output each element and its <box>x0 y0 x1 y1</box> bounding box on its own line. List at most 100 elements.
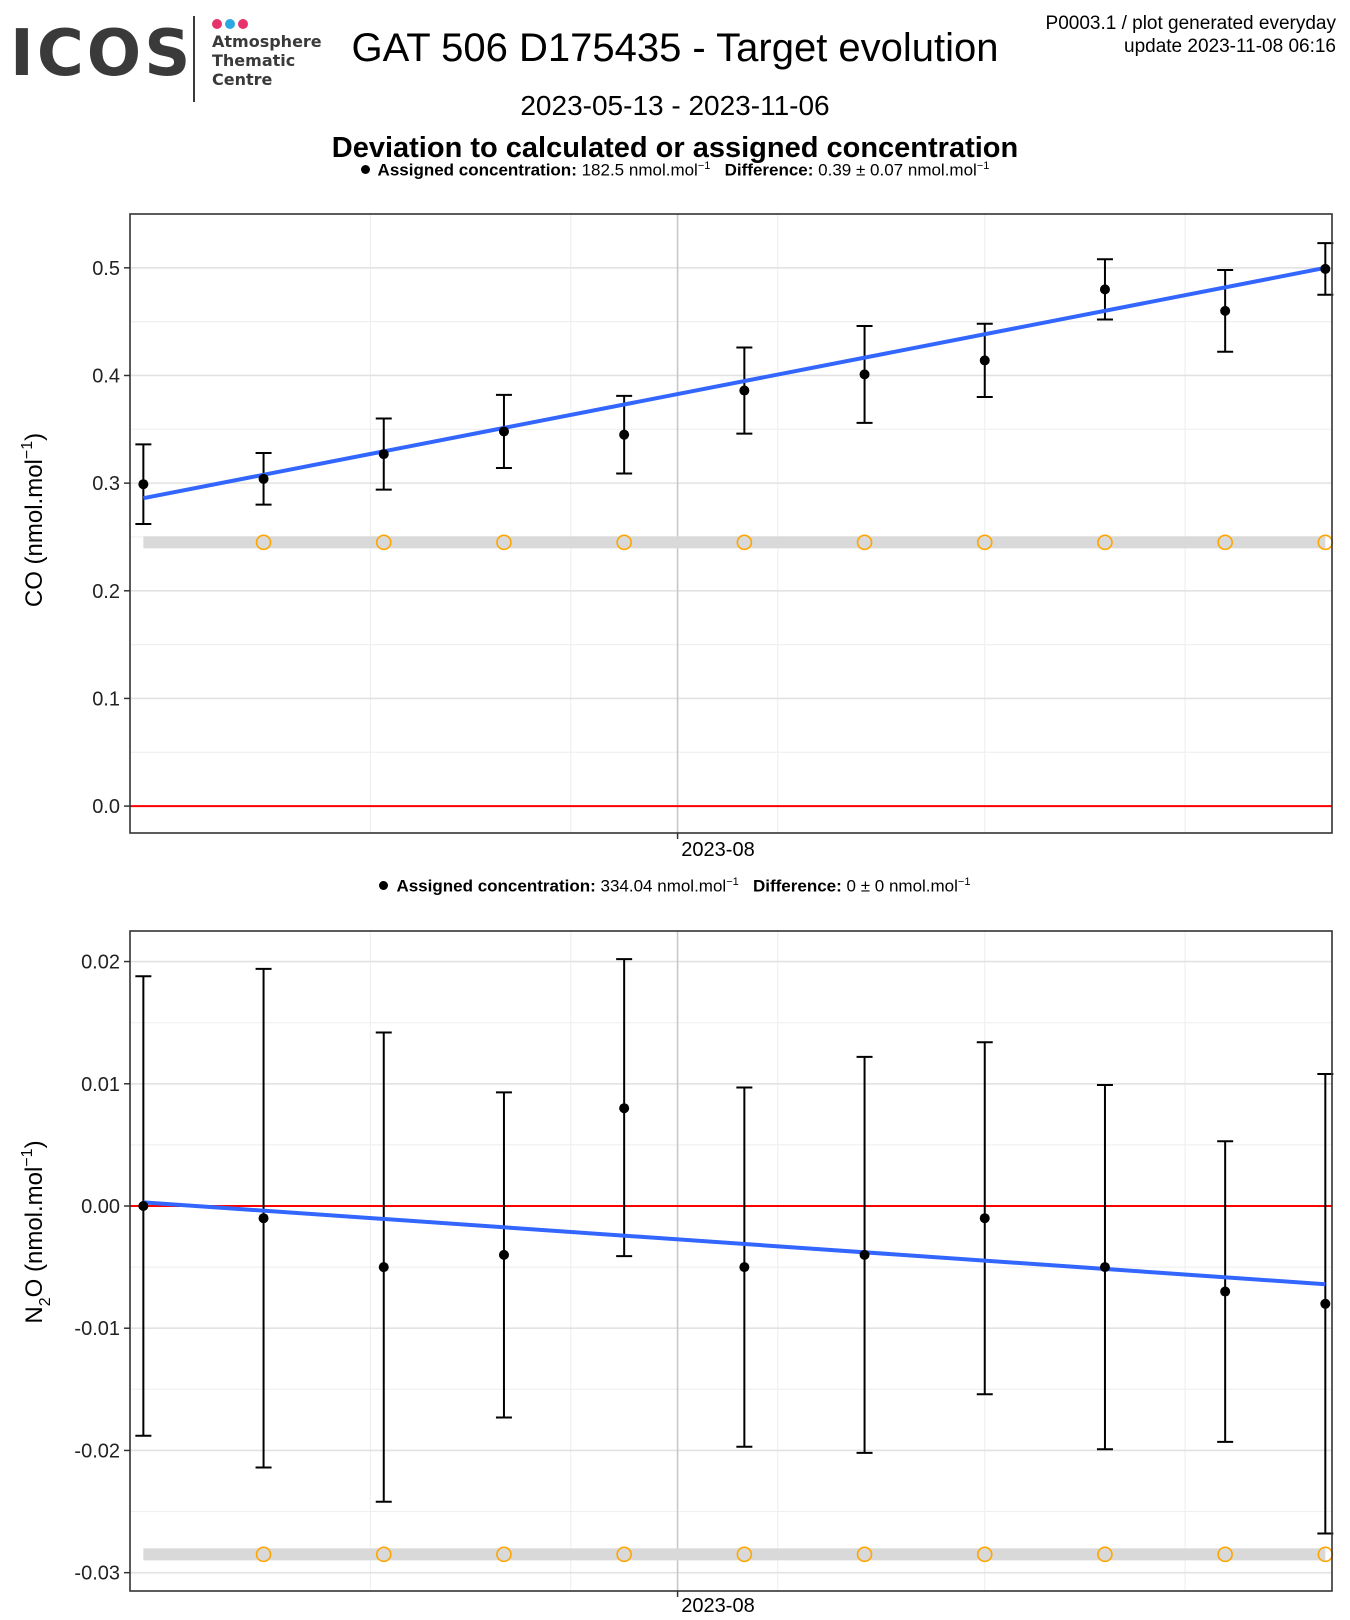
co-reference-band <box>143 536 1326 549</box>
logo-dot-icon <box>238 19 248 29</box>
co-data-point <box>1099 284 1110 295</box>
assigned-unit-exp: −1 <box>697 160 711 172</box>
assigned-value: 182.5 <box>581 160 625 180</box>
n2o-data-point <box>619 1103 630 1114</box>
n2o-ytick-label: 0.00 <box>81 1196 120 1218</box>
n2o-reference-point <box>856 1546 873 1563</box>
co-data-point <box>619 429 630 440</box>
n2o-reference-point <box>736 1546 753 1563</box>
assigned-label: Assigned concentration: <box>377 160 577 180</box>
co-panel-border <box>129 213 1333 834</box>
date-range: 2023-05-13 - 2023-11-06 <box>520 90 830 121</box>
n2o-legend: Assigned concentration: 334.04 nmol.mol−… <box>0 876 1350 897</box>
plot-info: P0003.1 / plot generated everyday update… <box>1046 12 1336 58</box>
co-ytick-label: 0.3 <box>92 473 120 495</box>
n2o-data-point <box>979 1213 990 1224</box>
n2o-data-point <box>1320 1298 1331 1309</box>
co-ytick-label: 0.1 <box>92 688 120 710</box>
n2o-panel-border <box>129 930 1333 1592</box>
difference-unit-exp: −1 <box>976 160 990 172</box>
n2o-data-point <box>1099 1262 1110 1273</box>
co-reference-point <box>736 534 753 551</box>
logo-divider <box>193 16 195 102</box>
co-trend-line <box>142 265 1326 501</box>
co-legend: Assigned concentration: 182.5 nmol.mol−1… <box>0 160 1350 181</box>
co-xtick-label: 2023-08 <box>681 839 754 861</box>
difference-label: Difference: <box>752 876 842 896</box>
logo-line-2: Thematic <box>212 51 296 70</box>
n2o-xtick-label: 2023-08 <box>681 1595 754 1617</box>
n2o-reference-point <box>976 1546 993 1563</box>
plot-info-line-2: update 2023-11-08 06:16 <box>1124 36 1336 57</box>
n2o-plot-area <box>130 931 1332 1591</box>
n2o-panel: -0.03 -0.02 -0.01 0.00 0.01 0.02 <box>74 930 1334 1597</box>
co-data-point <box>378 449 389 460</box>
difference-label: Difference: <box>724 160 814 180</box>
logo-line-1: Atmosphere <box>212 32 322 51</box>
n2o-ytick-label: -0.01 <box>74 1318 120 1340</box>
logo-dot-icon <box>212 19 222 29</box>
legend-dot-icon <box>379 880 389 890</box>
assigned-unit: nmol.mol <box>657 876 727 896</box>
co-reference-point <box>496 534 512 551</box>
co-data-point <box>979 355 990 366</box>
co-data-point <box>1220 305 1231 316</box>
n2o-reference-point <box>1217 1546 1233 1563</box>
co-reference-point <box>616 534 632 551</box>
co-ytick-label: 0.0 <box>92 796 120 818</box>
n2o-ytick-label: 0.02 <box>81 952 120 974</box>
co-reference-point <box>255 534 272 551</box>
logo-line-3: Centre <box>212 70 273 89</box>
chart-subtitle: Deviation to calculated or assigned conc… <box>331 132 1019 164</box>
n2o-data-point <box>859 1249 870 1260</box>
co-reference-point <box>976 534 993 551</box>
co-data-point <box>1320 263 1331 274</box>
co-ylabel-close: ) <box>21 433 48 441</box>
n2o-reference-point <box>1097 1546 1113 1563</box>
co-data-point <box>859 369 870 380</box>
co-data-point <box>739 385 750 396</box>
co-ylabel: CO (nmol.mol−1) <box>19 433 48 607</box>
n2o-ylabel-sub: 2 <box>37 1297 54 1306</box>
assigned-unit: nmol.mol <box>628 160 698 180</box>
n2o-reference-point <box>616 1546 632 1563</box>
difference-value: 0.39 ± 0.07 <box>818 160 904 180</box>
co-ylabel-exp: −1 <box>19 441 36 459</box>
n2o-ylabel-exp: −1 <box>19 1148 36 1166</box>
co-reference-point <box>1217 534 1233 551</box>
co-plot-area <box>130 214 1332 833</box>
n2o-data-point <box>138 1201 149 1211</box>
difference-value: 0 ± 0 <box>846 876 885 896</box>
n2o-data-point <box>258 1213 269 1224</box>
n2o-ytick-label: 0.01 <box>81 1074 120 1096</box>
co-reference-point <box>1097 534 1113 551</box>
page-title: GAT 506 D175435 - Target evolution <box>351 26 999 70</box>
assigned-value: 334.04 <box>600 876 653 896</box>
difference-unit: nmol.mol <box>888 876 958 896</box>
co-ytick-label: 0.5 <box>92 258 120 280</box>
n2o-reference-point <box>496 1546 512 1563</box>
n2o-ylabel-species-rest: O <box>21 1279 48 1298</box>
plot-info-line-1: P0003.1 / plot generated everyday <box>1045 13 1336 34</box>
n2o-data-point <box>1220 1286 1231 1297</box>
n2o-trend-line <box>143 1200 1326 1287</box>
co-reference-point <box>375 534 392 551</box>
assigned-label: Assigned concentration: <box>396 876 596 896</box>
n2o-ylabel: N2O (nmol.mol−1) <box>19 1140 54 1323</box>
n2o-data-point <box>498 1249 509 1260</box>
n2o-ytick-label: -0.03 <box>74 1563 120 1585</box>
n2o-reference-band <box>143 1548 1326 1561</box>
co-ytick-label: 0.4 <box>92 365 120 387</box>
co-panel: 0.0 0.1 0.2 0.3 0.4 0.5 <box>92 213 1334 839</box>
co-ylabel-species: CO <box>21 571 48 607</box>
co-ylabel-unit: (nmol.mol <box>21 459 48 571</box>
n2o-ylabel-unit: (nmol.mol <box>21 1167 48 1279</box>
co-data-point <box>258 473 269 484</box>
n2o-data-point <box>378 1262 389 1273</box>
n2o-ylabel-species: N <box>21 1306 48 1323</box>
co-ytick-label: 0.2 <box>92 581 120 603</box>
logo-subtitle: Atmosphere Thematic Centre <box>212 32 322 89</box>
n2o-ylabel-close: ) <box>21 1140 48 1148</box>
co-data-point <box>498 426 509 437</box>
